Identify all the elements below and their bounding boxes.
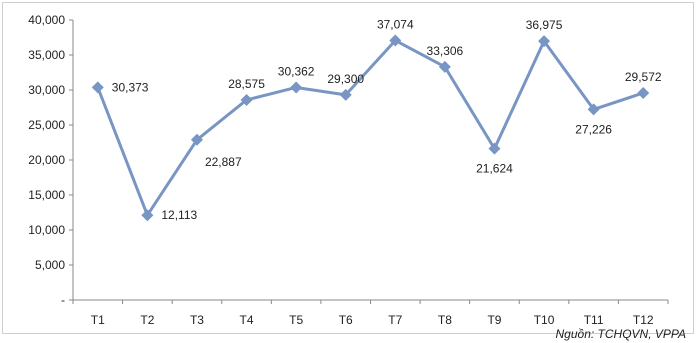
y-tick-label: 5,000 (35, 258, 65, 272)
x-tick-label: T10 (534, 313, 555, 327)
data-label: 27,226 (575, 122, 612, 136)
data-point-marker (91, 81, 104, 94)
data-label: 22,887 (205, 155, 242, 169)
y-tick-label: 10,000 (28, 223, 65, 237)
y-axis: - 5,000 10,000 15,000 20,000 25,000 30,000 35,0… (28, 13, 74, 307)
data-labels: 30,373 12,113 22,887 28,575 30,362 29,300 37,0… (112, 17, 662, 222)
x-tick-label: T6 (339, 313, 353, 327)
y-tick-label: 15,000 (28, 188, 65, 202)
data-label: 30,373 (112, 80, 149, 94)
x-tick-label: T3 (190, 313, 204, 327)
series-markers (91, 34, 650, 222)
data-label: 29,572 (625, 70, 662, 84)
y-tick-label: - (61, 293, 65, 307)
x-axis: T1 T2 T3 T4 T5 T6 T7 T8 T9 T10 T11 T12 (72, 299, 669, 327)
data-point-marker (389, 34, 402, 47)
data-label: 36,975 (526, 18, 563, 32)
data-label: 29,300 (327, 72, 364, 86)
y-tick-label: 20,000 (28, 153, 65, 167)
x-tick-label: T9 (487, 313, 501, 327)
y-tick-label: 40,000 (28, 13, 65, 27)
source-note: Nguồn: TCHQVN, VPPA (555, 327, 687, 341)
line-chart: - 5,000 10,000 15,000 20,000 25,000 30,000 35,0… (28, 13, 669, 327)
data-point-marker (190, 133, 203, 146)
data-point-marker (240, 93, 253, 106)
y-tick-label: 25,000 (28, 118, 65, 132)
data-point-marker (637, 86, 650, 99)
data-label: 30,362 (278, 64, 315, 78)
data-point-marker (438, 60, 451, 73)
chart-frame: - 5,000 10,000 15,000 20,000 25,000 30,000 35,0… (2, 2, 694, 334)
data-label: 37,074 (377, 17, 414, 31)
x-tick-label: T7 (388, 313, 402, 327)
y-tick-label: 35,000 (28, 48, 65, 62)
x-tick-label: T11 (584, 313, 604, 327)
data-point-marker (488, 142, 501, 155)
x-tick-label: T1 (91, 313, 105, 327)
data-point-marker (538, 35, 551, 48)
data-point-marker (290, 81, 303, 94)
series-polyline (96, 38, 644, 217)
data-point-marker (141, 209, 154, 222)
x-tick-label: T5 (289, 313, 303, 327)
x-tick-label: T4 (240, 313, 254, 327)
data-point-marker (339, 88, 352, 101)
data-label: 12,113 (161, 208, 197, 222)
x-tick-label: T8 (438, 313, 452, 327)
y-tick-label: 30,000 (28, 83, 65, 97)
x-tick-label: T2 (140, 313, 154, 327)
data-label: 28,575 (228, 77, 265, 91)
series-line (96, 38, 644, 217)
data-label: 21,624 (476, 162, 513, 176)
data-label: 33,306 (427, 44, 464, 58)
x-tick-label: T12 (633, 313, 654, 327)
data-point-marker (587, 103, 600, 116)
